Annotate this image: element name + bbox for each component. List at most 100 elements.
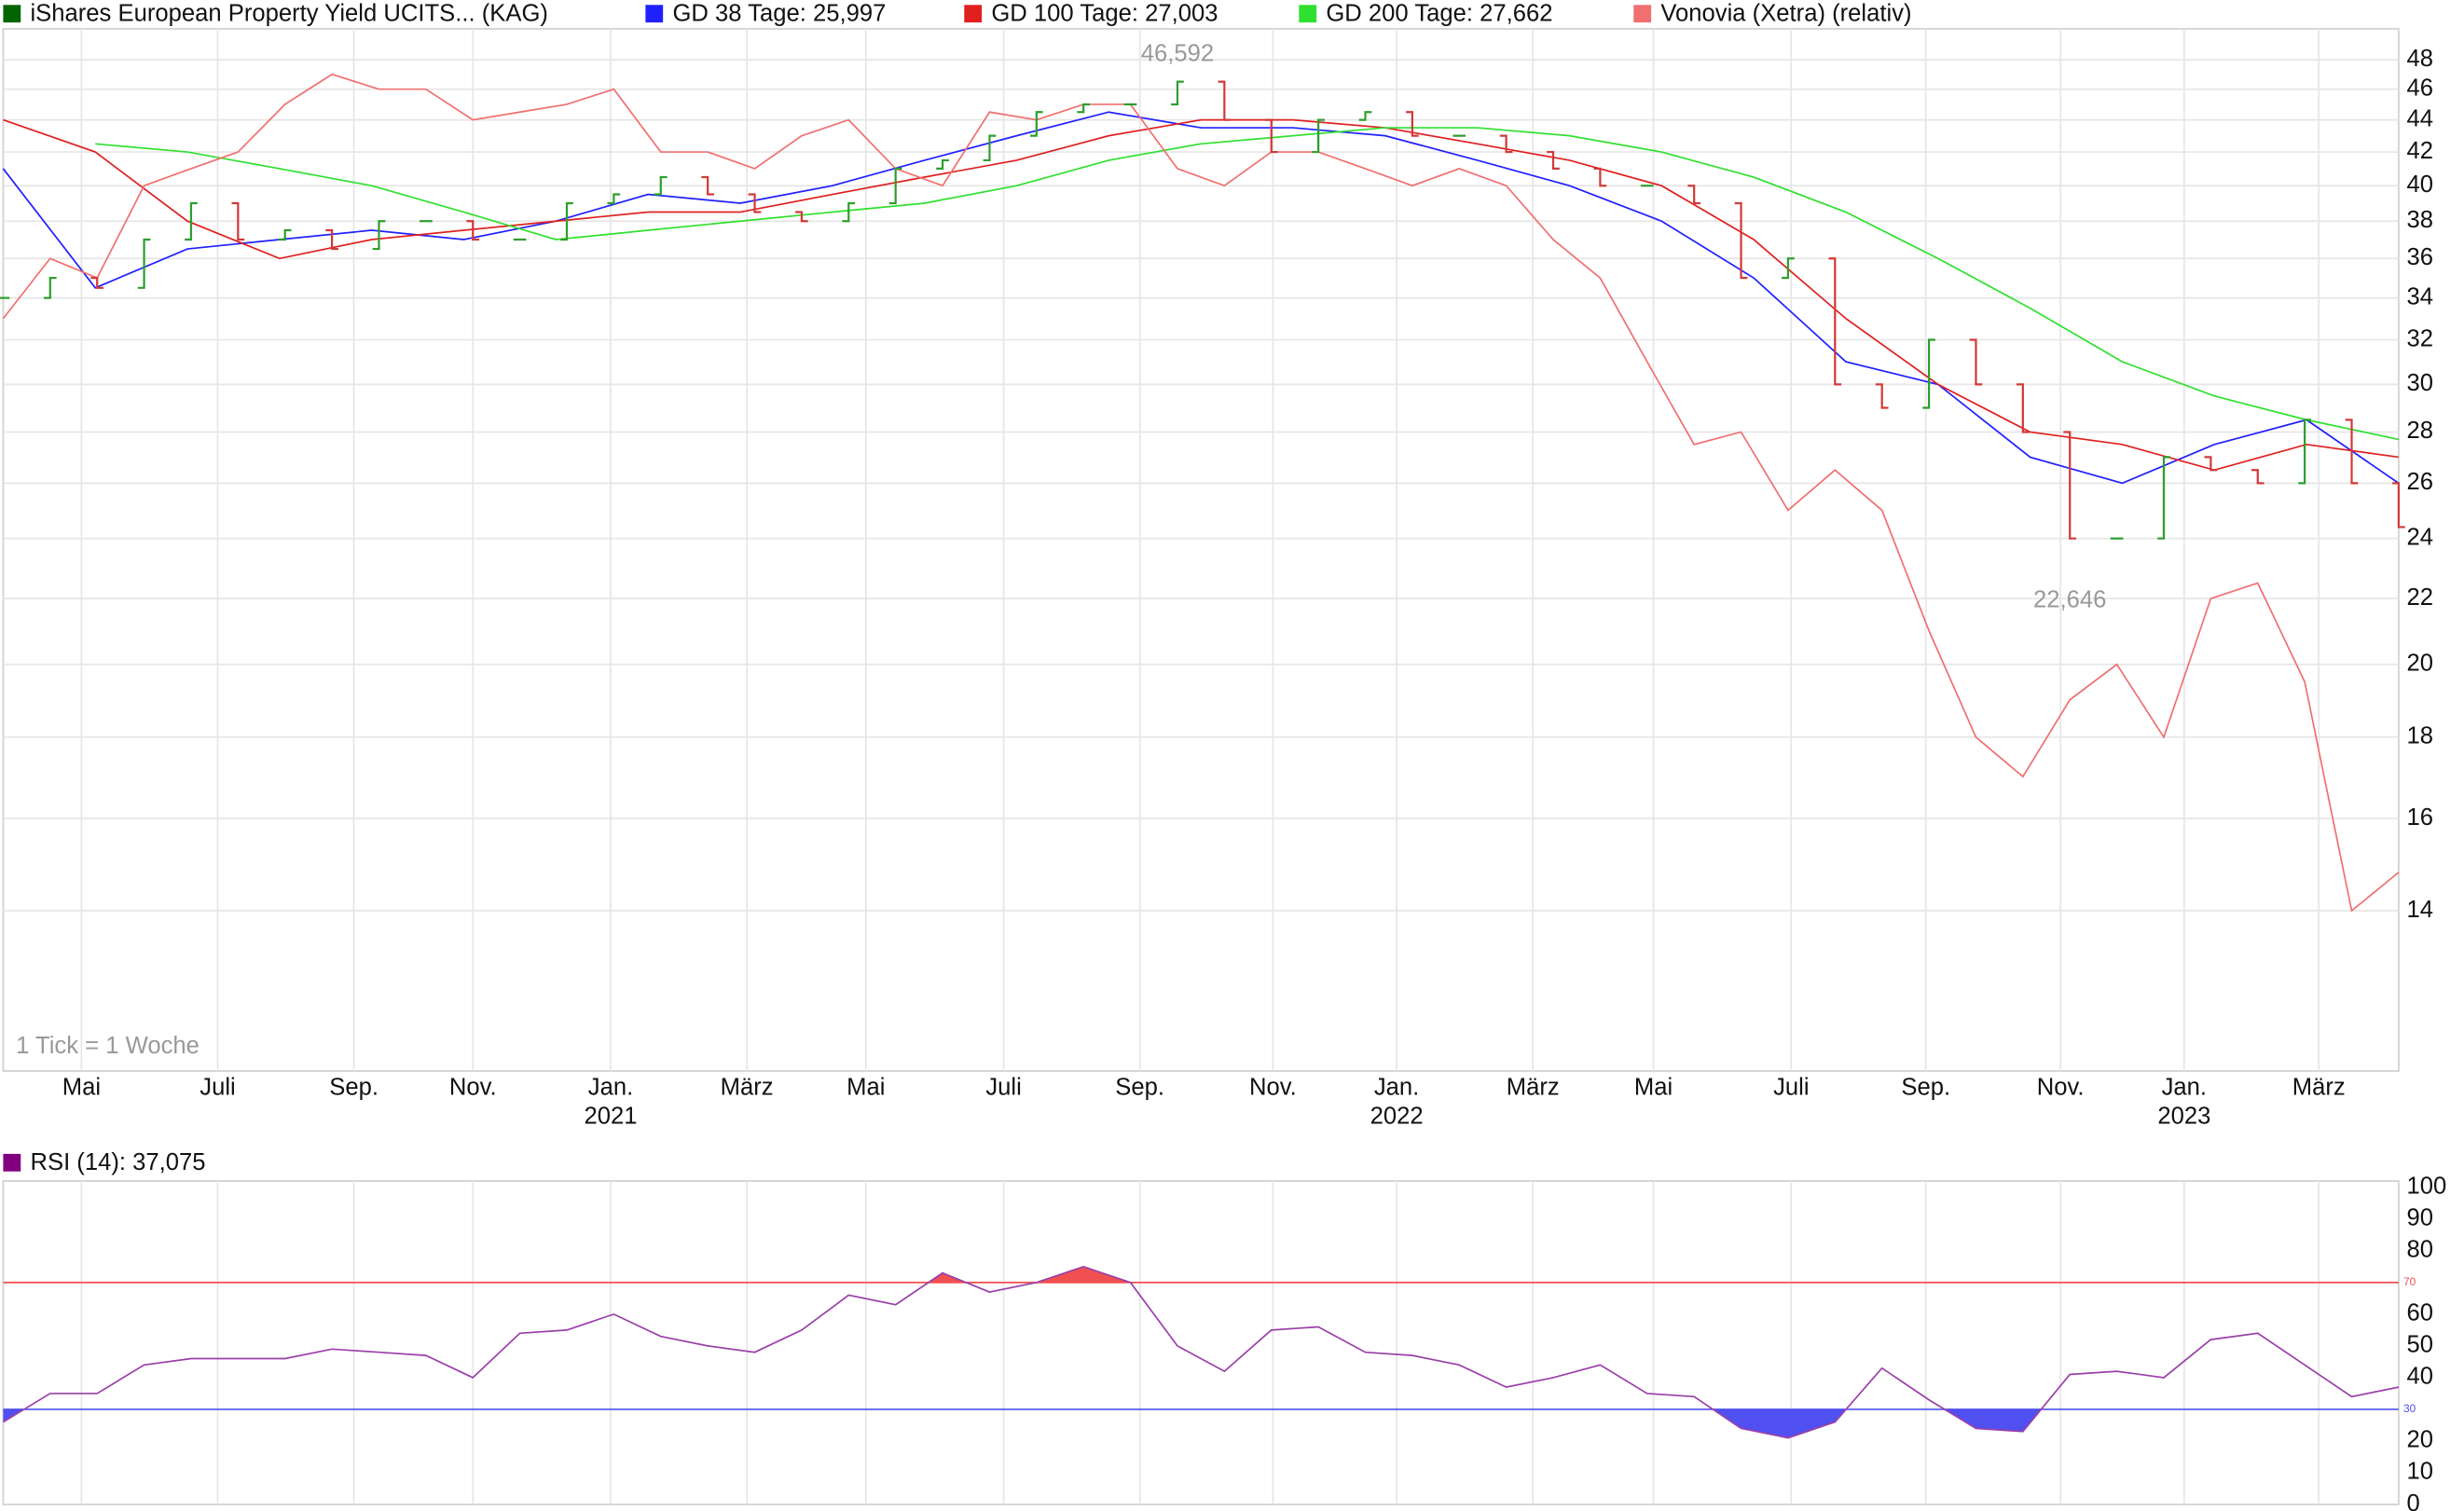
y-tick-label: 14: [2406, 897, 2433, 923]
year-label: 2021: [585, 1103, 638, 1129]
x-tick-label: Juli: [985, 1075, 1021, 1101]
x-tick-label: Juli: [1773, 1075, 1809, 1101]
rsi-y-tick-label: 100: [2406, 1174, 2446, 1200]
price-bar: [231, 201, 245, 241]
price-bar: [1077, 103, 1091, 114]
price-bar: [1171, 80, 1184, 106]
x-tick-label: Nov.: [449, 1075, 497, 1101]
threshold-label: 70: [2403, 1275, 2416, 1288]
y-tick-label: 32: [2406, 325, 2433, 351]
legend-swatch: [964, 5, 983, 23]
rsi-y-tick-label: 50: [2406, 1332, 2433, 1358]
rsi-y-tick-label: 80: [2406, 1237, 2433, 1263]
price-bar: [278, 228, 292, 241]
price-bar: [2204, 456, 2218, 472]
y-tick-label: 22: [2406, 584, 2433, 611]
legend-label: GD 38 Tage: 25,997: [672, 0, 886, 26]
legend-swatch: [3, 5, 21, 23]
y-tick-label: 34: [2406, 283, 2433, 309]
price-bar: [842, 201, 856, 223]
rsi-y-tick-label: 10: [2406, 1459, 2433, 1485]
x-tick-label: Mai: [1634, 1075, 1672, 1101]
price-bar: [1875, 383, 1889, 409]
rsi-y-tick-label: 20: [2406, 1427, 2433, 1453]
price-bar: [748, 193, 762, 213]
x-tick-label: Mai: [847, 1075, 885, 1101]
legend-label: iShares European Property Yield UCITS...…: [30, 0, 547, 26]
price-bar: [372, 220, 386, 251]
legend-label: GD 200 Tage: 27,662: [1326, 0, 1552, 26]
rsi-y-tick-label: 0: [2406, 1490, 2419, 1511]
threshold-label: 30: [2403, 1402, 2416, 1415]
year-label: 2023: [2157, 1103, 2210, 1129]
x-tick-label: Sep.: [1901, 1075, 1950, 1101]
price-bar: [1264, 118, 1278, 154]
y-tick-label: 46: [2406, 75, 2433, 101]
rsi-title: RSI (14): 37,075: [30, 1149, 205, 1175]
price-bar: [1029, 111, 1043, 137]
rsi-legend-swatch: [3, 1153, 21, 1172]
tick-note: 1 Tick = 1 Woche: [16, 1033, 200, 1059]
price-bar: [795, 211, 808, 223]
price-bar: [1358, 111, 1372, 121]
y-tick-label: 30: [2406, 370, 2433, 396]
y-tick-label: 24: [2406, 524, 2433, 550]
price-bar: [1218, 80, 1232, 121]
x-tick-label: März: [1507, 1075, 1560, 1101]
price-bar: [1312, 118, 1325, 154]
x-tick-label: März: [721, 1075, 774, 1101]
price-bar: [560, 201, 573, 241]
price-bar: [983, 134, 997, 162]
price-bar: [936, 158, 949, 171]
y-tick-label: 38: [2406, 207, 2433, 233]
rsi-y-tick-label: 40: [2406, 1364, 2433, 1390]
price-bar: [888, 167, 902, 205]
price-bar: [2251, 469, 2264, 485]
legend-label: Vonovia (Xetra) (relativ): [1660, 0, 1911, 26]
price-bar: [1499, 134, 1513, 154]
high-label: 46,592: [1141, 41, 1214, 67]
price-bar: [1734, 201, 1748, 280]
ma-line: [95, 127, 2400, 441]
legend-label: GD 100 Tage: 27,003: [991, 0, 1218, 26]
price-bar: [1828, 257, 1842, 386]
y-tick-label: 48: [2406, 46, 2433, 72]
price-bar: [1969, 338, 1983, 386]
price-bar: [2345, 419, 2359, 485]
y-tick-label: 44: [2406, 105, 2433, 131]
oversold-area: [3, 1408, 2399, 1438]
price-bar: [325, 228, 338, 251]
ma-line: [2, 73, 2400, 913]
x-tick-label: Sep.: [1115, 1075, 1164, 1101]
x-tick-label: Nov.: [1249, 1075, 1297, 1101]
x-tick-label: März: [2292, 1075, 2346, 1101]
x-tick-label: Juli: [200, 1075, 235, 1101]
price-bar: [701, 175, 714, 196]
price-bar: [654, 175, 668, 196]
ma-line: [2, 111, 2400, 485]
price-bar: [2392, 482, 2405, 529]
rsi-line: [2, 1265, 2400, 1439]
y-tick-label: 16: [2406, 804, 2433, 831]
y-tick-label: 28: [2406, 418, 2433, 444]
price-bar: [185, 201, 198, 241]
y-tick-label: 18: [2406, 723, 2433, 749]
main-plot-frame: [2, 28, 2400, 1072]
rsi-y-tick-label: 60: [2406, 1300, 2433, 1326]
legend-swatch: [645, 5, 664, 23]
price-bar: [1593, 167, 1607, 187]
y-tick-label: 42: [2406, 138, 2433, 164]
rsi-plot-frame: [2, 1180, 2400, 1505]
x-tick-label: Sep.: [329, 1075, 379, 1101]
year-label: 2022: [1370, 1103, 1424, 1129]
rsi-y-tick-label: 90: [2406, 1205, 2433, 1231]
y-tick-label: 40: [2406, 172, 2433, 198]
price-bar: [607, 193, 621, 205]
y-tick-label: 26: [2406, 469, 2433, 495]
x-tick-label: Jan.: [588, 1075, 633, 1101]
x-tick-label: Jan.: [2162, 1075, 2207, 1101]
x-tick-label: Jan.: [1374, 1075, 1419, 1101]
price-bar: [1687, 185, 1701, 205]
